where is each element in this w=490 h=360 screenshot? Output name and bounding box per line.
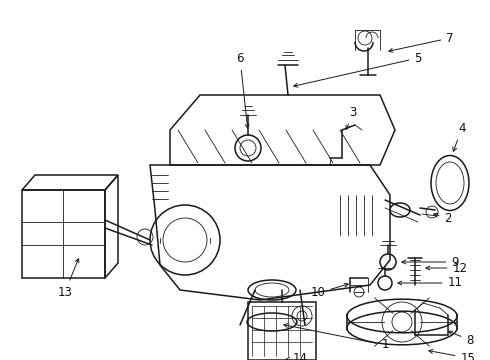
Text: 11: 11 xyxy=(398,276,463,289)
Text: 7: 7 xyxy=(389,31,454,52)
Text: 13: 13 xyxy=(57,258,79,298)
Text: 10: 10 xyxy=(311,283,348,300)
Text: 6: 6 xyxy=(236,51,249,128)
Text: 3: 3 xyxy=(346,105,357,129)
Text: 14: 14 xyxy=(286,351,308,360)
Text: 5: 5 xyxy=(294,51,422,87)
Text: 4: 4 xyxy=(453,122,466,151)
Text: 12: 12 xyxy=(426,261,467,274)
Text: 2: 2 xyxy=(434,211,452,225)
Text: 1: 1 xyxy=(284,324,389,351)
Text: 15: 15 xyxy=(429,350,475,360)
Text: 8: 8 xyxy=(448,331,474,346)
Text: 9: 9 xyxy=(402,256,459,269)
